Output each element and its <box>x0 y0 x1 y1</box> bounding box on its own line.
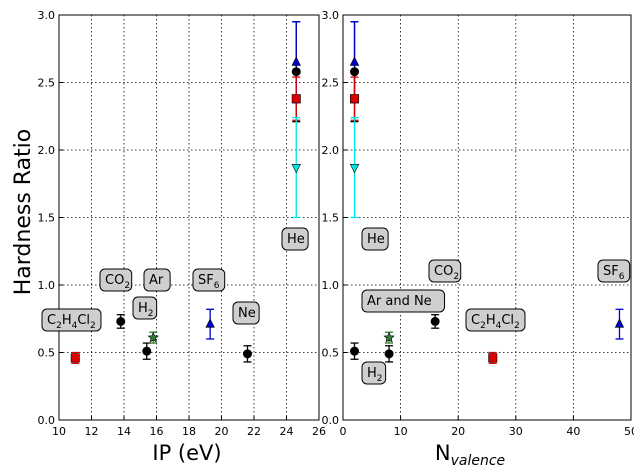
y-tick-label: 3.0 <box>38 9 56 22</box>
panel-valence: 0 10 20 30 40 50 0.0 0.5 1.0 1.5 2.0 2.5 3.0 He CO2 SF6… <box>322 9 634 438</box>
x-tick-label: 22 <box>247 425 261 438</box>
y-tick-label: 0.0 <box>38 414 56 427</box>
data-point-square <box>488 353 498 363</box>
x-tick-label: 40 <box>566 425 580 438</box>
data-point-circle <box>142 346 152 356</box>
annotation-label-ne: Ne <box>238 306 256 321</box>
annotation-box-sf6 <box>597 259 631 283</box>
y-tick-label: 0.5 <box>38 347 56 360</box>
plot-frame <box>58 14 320 421</box>
y-tick-label: 2.5 <box>38 77 56 90</box>
annotation-box-co2 <box>428 259 462 283</box>
annotation-box-co2 <box>99 268 133 292</box>
x-axis-label-left: IP (eV) <box>152 441 221 465</box>
x-tick-label: 20 <box>451 425 465 438</box>
data-point-triangle-down <box>349 164 360 174</box>
x-tick-label: 12 <box>85 425 99 438</box>
y-tick-label: 1.0 <box>38 279 56 292</box>
annotation-box-c2h4cl2 <box>41 308 102 332</box>
data-point-circle <box>430 316 440 326</box>
annotation-label-h2: H2 <box>367 366 383 384</box>
data-point-star <box>147 331 159 343</box>
x-tick-label: 10 <box>394 425 408 438</box>
annotation-label-ar: Ar <box>149 273 164 288</box>
annotation-label-arne: Ar and Ne <box>367 294 432 309</box>
y-tick-label: 2.0 <box>38 144 56 157</box>
annotation-box-he <box>281 227 309 251</box>
x-tick-label: 50 <box>624 425 634 438</box>
data-point-circle <box>116 316 126 326</box>
data-point-square <box>350 94 360 104</box>
data-point-square <box>291 94 301 104</box>
y-tick-label: 2.5 <box>322 77 340 90</box>
annotation-box-arne <box>361 289 446 313</box>
data-point-circle <box>291 67 301 77</box>
data-point-star <box>383 331 395 343</box>
x-axis-label-right-main: N <box>435 441 451 465</box>
x-axis-label-right-sub: valence <box>451 453 506 468</box>
x-tick-label: 10 <box>52 425 66 438</box>
annotation-label-sf6: SF6 <box>198 273 220 291</box>
annotation-label-he: He <box>287 232 305 247</box>
annotation-label-co2: CO2 <box>105 273 130 291</box>
y-tick-label: 1.5 <box>38 212 56 225</box>
x-tick-label: 16 <box>150 425 164 438</box>
data-point-triangle-up <box>205 318 215 328</box>
annotation-label-h2: H2 <box>138 301 154 319</box>
data-point-circle <box>350 346 360 356</box>
x-tick-label: 14 <box>117 425 131 438</box>
data-point-circle <box>350 67 360 77</box>
data-point-triangle-up <box>614 318 625 328</box>
data-point-triangle-up <box>349 56 360 66</box>
x-tick-label: 26 <box>312 425 326 438</box>
annotation-box-he <box>361 227 389 251</box>
x-axis-label-right: Nvalence <box>435 441 505 468</box>
data-point-triangle-down <box>291 164 301 174</box>
annotation-box-h2 <box>132 296 158 320</box>
y-tick-label: 1.5 <box>322 212 340 225</box>
y-axis-label: Hardness Ratio <box>11 129 36 296</box>
annotation-box-sf6 <box>192 268 226 292</box>
data-point-circle <box>243 349 253 359</box>
x-tick-label: 24 <box>280 425 294 438</box>
y-tick-label: 3.0 <box>322 9 340 22</box>
annotation-box-ar <box>143 268 171 292</box>
x-tick-label: 18 <box>182 425 196 438</box>
annotation-label-c2h4cl2: C2H4Cl2 <box>471 313 520 331</box>
data-point-square <box>70 353 80 363</box>
annotation-label-c2h4cl2: C2H4Cl2 <box>47 313 96 331</box>
annotation-label-sf6: SF6 <box>603 264 625 282</box>
annotation-box-c2h4cl2 <box>465 308 526 332</box>
plot-frame <box>342 14 632 421</box>
x-tick-label: 30 <box>509 425 523 438</box>
panel-ip: 10 12 14 16 18 20 22 24 26 0.0 0.5 1.0 1.5 2.0 2.5 3.0 C… <box>38 9 327 438</box>
x-tick-label: 0 <box>340 425 347 438</box>
annotation-box-ne <box>232 301 260 325</box>
y-tick-label: 1.0 <box>322 279 340 292</box>
data-point-triangle-up <box>291 56 301 66</box>
data-point-circle <box>384 349 394 359</box>
x-tick-label: 20 <box>215 425 229 438</box>
annotation-label-he: He <box>367 232 385 247</box>
annotation-box-h2 <box>361 361 387 385</box>
y-tick-label: 0.0 <box>322 414 340 427</box>
y-tick-label: 2.0 <box>322 144 340 157</box>
annotation-label-co2: CO2 <box>434 264 459 282</box>
y-tick-label: 0.5 <box>322 347 340 360</box>
